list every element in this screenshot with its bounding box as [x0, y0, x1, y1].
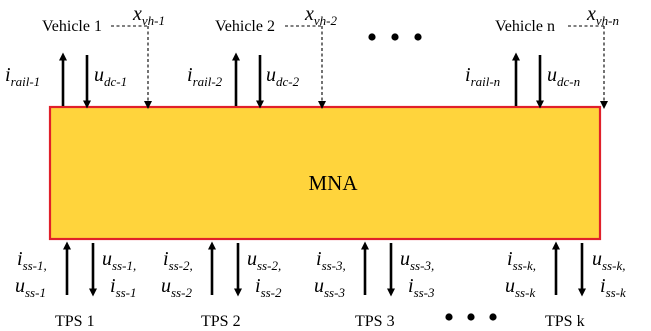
tps-2-output-label-line2: iss-2 — [255, 275, 282, 300]
tps-k-output-label-line1: uss-k, — [592, 248, 625, 273]
mna-block — [48, 105, 602, 241]
tps-3-input-label-line2: uss-3 — [314, 275, 345, 300]
vehicle-n-dc-voltage-label: udc-n — [547, 64, 580, 89]
vehicle-1-name: Vehicle 1 — [42, 18, 102, 35]
ellipsis-top-icon — [368, 33, 422, 41]
tps-1-output-label-line2: iss-1 — [110, 275, 137, 300]
vehicle-n-position-label: xvh-n — [586, 3, 619, 28]
tps-1-output-label-line1: uss-1, — [102, 248, 136, 273]
vehicle-n-group: Vehicle n xvh-n irail-n udc-n — [465, 3, 619, 109]
vehicle-n-rail-current-label: irail-n — [465, 64, 500, 89]
vehicle-2-dc-voltage-label: udc-2 — [266, 64, 300, 89]
tps-2-name: TPS 2 — [201, 313, 241, 330]
vehicle-2-group: Vehicle 2 xvh-2 irail-2 udc-2 — [187, 3, 337, 109]
vehicle-n-name: Vehicle n — [495, 18, 555, 35]
tps-3-group: iss-3, uss-3 uss-3, iss-3 TPS 3 — [314, 241, 435, 330]
vehicle-2-name: Vehicle 2 — [215, 18, 275, 35]
tps-k-group: iss-k, uss-k uss-k, iss-k TPS k — [505, 241, 626, 330]
tps-k-name: TPS k — [545, 313, 585, 330]
vehicle-1-rail-current-label: irail-1 — [5, 64, 40, 89]
vehicle-1-position-label: xvh-1 — [132, 3, 165, 28]
tps-1-group: iss-1, uss-1 uss-1, iss-1 TPS 1 — [15, 241, 137, 330]
tps-k-input-label-line1: iss-k, — [507, 248, 536, 273]
tps-3-output-label-line2: iss-3 — [408, 275, 435, 300]
tps-2-group: iss-2, uss-2 uss-2, iss-2 TPS 2 — [161, 241, 282, 330]
tps-k-output-label-line2: iss-k — [600, 275, 626, 300]
tps-1-name: TPS 1 — [55, 313, 95, 330]
vehicle-2-rail-current-label: irail-2 — [187, 64, 223, 89]
tps-1-input-label-line1: iss-1, — [17, 248, 47, 273]
vehicle-1-group: Vehicle 1 xvh-1 irail-1 udc-1 — [5, 3, 165, 109]
tps-1-input-label-line2: uss-1 — [15, 275, 46, 300]
tps-2-input-label-line2: uss-2 — [161, 275, 192, 300]
mna-label: MNA — [308, 171, 358, 195]
tps-2-output-label-line1: uss-2, — [247, 248, 281, 273]
tps-3-output-label-line1: uss-3, — [400, 248, 434, 273]
vehicle-2-position-label: xvh-2 — [304, 3, 337, 28]
vehicle-1-dc-voltage-label: udc-1 — [94, 64, 127, 89]
tps-k-input-label-line2: uss-k — [505, 275, 535, 300]
tps-3-input-label-line1: iss-3, — [316, 248, 346, 273]
tps-3-name: TPS 3 — [355, 313, 395, 330]
tps-2-input-label-line1: iss-2, — [163, 248, 193, 273]
ellipsis-bottom-icon — [445, 313, 497, 321]
